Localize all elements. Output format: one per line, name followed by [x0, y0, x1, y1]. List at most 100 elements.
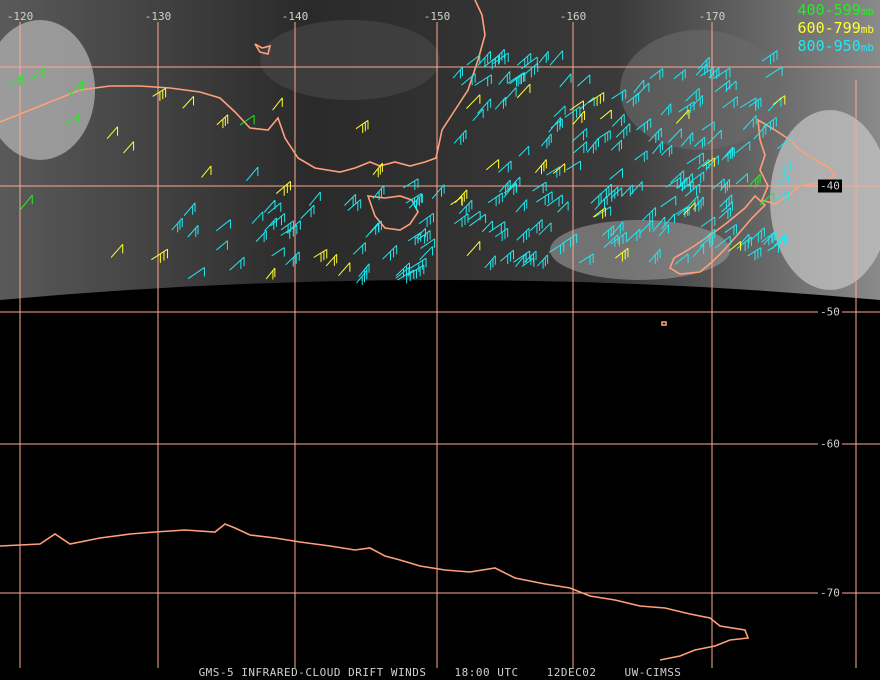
- wind-barb: [280, 220, 294, 234]
- wind-barb: [406, 264, 425, 279]
- wind-barb: [69, 80, 84, 96]
- coast-nz-south: [669, 194, 767, 275]
- wind-barb: [553, 105, 566, 118]
- wind-barb: [747, 247, 762, 261]
- wind-barb: [453, 129, 467, 145]
- wind-barb: [216, 114, 229, 129]
- lon-label: -150: [423, 10, 451, 23]
- wind-barb: [718, 207, 731, 220]
- wind-barb: [280, 224, 298, 239]
- wind-barb: [680, 132, 694, 147]
- wind-barb: [347, 199, 362, 211]
- legend-item-600-799: 600-799mb: [798, 20, 874, 38]
- wind-barb: [699, 235, 714, 248]
- wind-barb: [702, 157, 715, 167]
- wind-barb: [477, 98, 492, 114]
- wind-barb: [9, 74, 24, 87]
- lat-label: -50: [818, 305, 842, 319]
- wind-barb: [735, 173, 749, 185]
- wind-barb: [513, 250, 531, 263]
- wind-barb: [772, 190, 790, 205]
- wind-barb: [598, 130, 611, 143]
- wind-barb: [461, 73, 476, 86]
- wind-barb: [484, 255, 496, 271]
- wind-barb: [546, 194, 563, 207]
- wind-barb: [610, 139, 623, 152]
- wind-barb: [610, 231, 628, 247]
- wind-barb: [358, 263, 370, 279]
- wind-barb: [151, 248, 169, 263]
- wind-barb: [626, 92, 640, 107]
- wind-barb: [182, 95, 195, 109]
- wind-barb: [590, 193, 602, 205]
- wind-barb: [503, 182, 517, 198]
- wind-barb: [492, 49, 505, 64]
- wind-barb: [724, 223, 737, 236]
- wind-barb: [588, 92, 605, 106]
- wind-barb: [701, 121, 715, 131]
- lat-label: -40: [818, 179, 842, 193]
- legend-unit: mb: [860, 5, 874, 18]
- wind-barb: [487, 192, 503, 207]
- wind-barb: [408, 193, 423, 210]
- wind-barb: [630, 181, 643, 195]
- wind-barb: [610, 187, 623, 199]
- caption-time: 18:00 UTC: [454, 666, 519, 679]
- wind-barb: [572, 110, 586, 126]
- wind-barb: [685, 87, 700, 102]
- wind-barb: [648, 127, 662, 143]
- legend-unit: mb: [860, 41, 874, 54]
- wind-barb: [611, 89, 627, 101]
- wind-barb: [466, 240, 481, 257]
- lat-label: -70: [818, 586, 842, 600]
- wind-barb: [601, 225, 615, 240]
- wind-barb: [267, 202, 282, 214]
- wind-barb: [504, 87, 517, 102]
- wind-barb: [201, 165, 212, 178]
- wind-barb: [748, 97, 762, 111]
- wind-barb: [702, 228, 716, 244]
- pressure-level-legend: 400-599mb 600-799mb 800-950mb: [798, 2, 874, 56]
- wind-barb: [474, 74, 492, 87]
- wind-barb: [693, 136, 706, 149]
- wind-barb: [251, 211, 264, 224]
- wind-barb: [689, 171, 705, 184]
- wind-barb: [667, 128, 682, 143]
- wind-barb: [275, 180, 291, 196]
- wind-barb: [557, 201, 569, 213]
- cloud-mass: [770, 110, 880, 290]
- wind-barb: [658, 224, 669, 237]
- wind-barb: [569, 100, 584, 111]
- wind-barb: [535, 159, 547, 175]
- wind-barb: [548, 117, 562, 133]
- wind-barb: [229, 256, 245, 271]
- wind-barb: [538, 222, 552, 236]
- wind-barb: [498, 71, 511, 85]
- wind-barb: [564, 106, 581, 121]
- wind-barb: [123, 141, 135, 154]
- wind-barb: [742, 115, 757, 130]
- wind-barb: [772, 95, 786, 106]
- lon-label: -130: [144, 10, 172, 23]
- legend-item-800-950: 800-950mb: [798, 38, 874, 56]
- wind-barb: [759, 192, 775, 206]
- wind-barb: [700, 216, 716, 228]
- wind-barb: [485, 159, 500, 171]
- caption-date: 12DEC02: [546, 666, 597, 679]
- image-caption: GMS-5 INFRARED-CLOUD DRIFT WINDS 18:00 UT…: [0, 666, 880, 679]
- wind-barb: [611, 113, 625, 127]
- coast-nz-north: [757, 118, 837, 205]
- wind-barb: [749, 173, 761, 189]
- wind-barb: [683, 202, 696, 215]
- wind-barb: [285, 251, 300, 267]
- wind-barb: [106, 126, 119, 140]
- wind-barb: [494, 227, 509, 242]
- wind-barb: [515, 199, 528, 213]
- wind-barb: [403, 178, 419, 190]
- wind-barb: [481, 220, 494, 233]
- wind-barb: [695, 63, 708, 76]
- wind-barb: [417, 230, 431, 244]
- wind-barb: [325, 253, 338, 267]
- wind-barb: [418, 212, 434, 227]
